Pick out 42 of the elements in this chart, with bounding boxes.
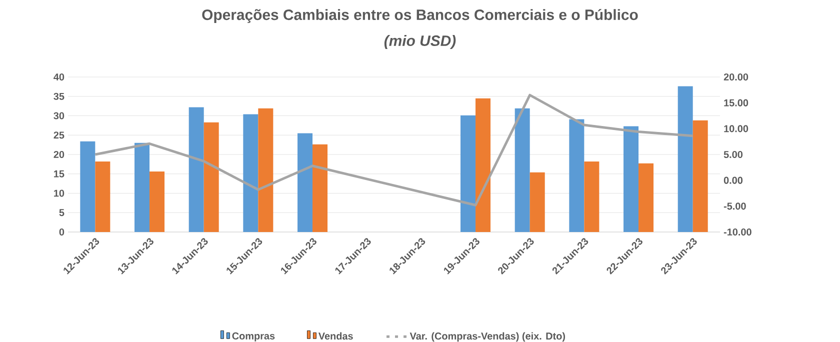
bar [150, 172, 165, 232]
bar [243, 114, 258, 232]
y2-tick-label: -5.00 [724, 202, 746, 210]
y-tick-label: 15 [54, 170, 64, 178]
bar [312, 144, 328, 232]
bar [460, 115, 476, 232]
bar [638, 163, 654, 232]
bar [258, 108, 274, 232]
bar [514, 108, 530, 232]
y-tick-label: 35 [54, 92, 64, 100]
bar [80, 141, 96, 232]
bar [678, 86, 693, 232]
line-series [94, 94, 694, 206]
bar [95, 161, 110, 232]
y2-tick-label: 0.00 [724, 176, 743, 184]
y2-tick-label: 5.00 [724, 150, 743, 158]
legend-label: Var. (Compras-Vendas) (eix. Dto) [410, 332, 566, 342]
y-tick-label: 0 [59, 228, 64, 236]
bar [134, 142, 150, 232]
legend-label: Vendas [318, 332, 353, 340]
bar [298, 133, 313, 232]
y-tick-label: 30 [54, 112, 64, 120]
legend-label: Compras [232, 332, 275, 342]
chart-subtitle: (mio USD) [384, 35, 456, 49]
bar [569, 119, 584, 232]
chart-title: Operações Cambiais entre os Bancos Comerciais e o Público [202, 8, 638, 24]
bar [476, 98, 491, 232]
y2-tick-label: 20.00 [724, 73, 748, 81]
y-tick-label: 40 [54, 73, 64, 81]
y-tick-label: 20 [54, 150, 64, 158]
bar [530, 172, 545, 232]
bar [204, 122, 219, 232]
y-tick-label: 10 [54, 190, 64, 197]
bar [692, 120, 708, 232]
y-tick-label: 5 [59, 209, 64, 216]
bar [188, 107, 204, 232]
bar [624, 126, 639, 232]
y2-tick-label: 10.00 [724, 125, 748, 132]
y-tick-label: 25 [54, 132, 64, 139]
y2-tick-label: 15.00 [724, 99, 748, 106]
y2-tick-label: -10.00 [724, 228, 752, 236]
bar [584, 161, 600, 232]
